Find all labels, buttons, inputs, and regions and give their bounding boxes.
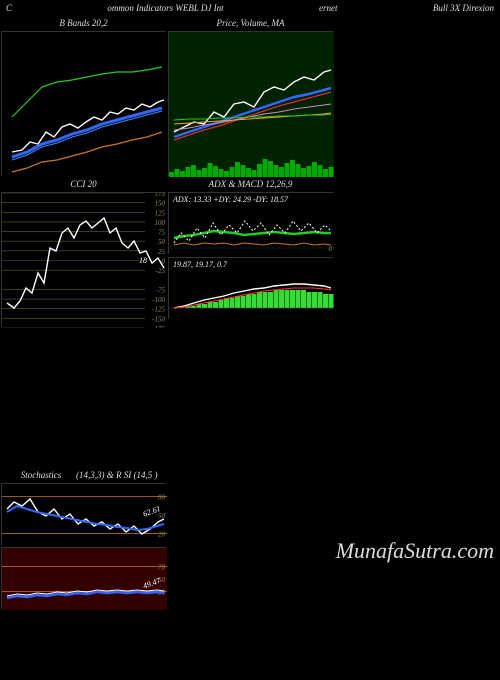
- svg-text:75: 75: [158, 229, 166, 237]
- panel-cci: CCI 20 1751501251007550250-25-75-100-125…: [0, 177, 167, 328]
- hdr-mid1: ommon Indicators WEBL DJ Int: [107, 3, 223, 13]
- panel-price: Price, Volume, MA: [167, 16, 334, 177]
- svg-text:0: 0: [329, 245, 333, 253]
- chart-cci: 1751501251007550250-25-75-100-125-150-17…: [2, 193, 167, 328]
- title-stoch: Stochastics: [6, 470, 76, 480]
- svg-text:125: 125: [155, 209, 166, 217]
- chart-price: [169, 32, 334, 177]
- svg-text:50: 50: [158, 238, 166, 246]
- header-bar: C ommon Indicators WEBL DJ Int ernet Bul…: [0, 0, 500, 16]
- hdr-right: Bull 3X Direxion: [433, 3, 494, 13]
- svg-text:20: 20: [158, 531, 166, 539]
- panel-rsi: 70503049.47: [1, 547, 166, 609]
- hdr-mid2: ernet: [319, 3, 338, 13]
- adx-values: ADX: 13.33 +DY: 24.29 -DY: 18.57: [173, 195, 288, 204]
- panel-adx-macd: ADX & MACD 12,26,9 ADX: 13.33 +DY: 24.29…: [167, 177, 334, 328]
- panel-stoch: 80502062.61: [1, 483, 166, 545]
- chart-bbands: [2, 32, 167, 177]
- title-adx: ADX & MACD 12,26,9: [167, 177, 334, 191]
- svg-text:-25: -25: [156, 267, 166, 275]
- svg-text:70: 70: [158, 564, 166, 572]
- svg-text:80: 80: [158, 493, 166, 501]
- svg-text:-75: -75: [156, 286, 166, 294]
- svg-text:150: 150: [155, 200, 166, 208]
- svg-text:-100: -100: [152, 296, 165, 304]
- chart-rsi: 70503049.47: [2, 548, 167, 610]
- svg-text:-150: -150: [152, 315, 165, 323]
- svg-text:175: 175: [155, 193, 166, 198]
- svg-text:25: 25: [158, 248, 166, 256]
- hdr-left: C: [6, 3, 12, 13]
- svg-text:18: 18: [139, 256, 147, 265]
- title-price: Price, Volume, MA: [167, 16, 334, 30]
- svg-text:-125: -125: [152, 306, 165, 314]
- title-cci: CCI 20: [0, 177, 167, 191]
- title-bbands: B Bands 20,2: [0, 16, 167, 30]
- title-stoch-params: (14,3,3) & R SI (14,5 ): [76, 470, 157, 480]
- chart-stoch: 80502062.61: [2, 484, 167, 546]
- panel-bbands: B Bands 20,2: [0, 16, 167, 177]
- svg-text:-175: -175: [152, 325, 165, 328]
- macd-values: 19.87, 19.17, 0.7: [173, 260, 227, 269]
- svg-text:100: 100: [155, 219, 166, 227]
